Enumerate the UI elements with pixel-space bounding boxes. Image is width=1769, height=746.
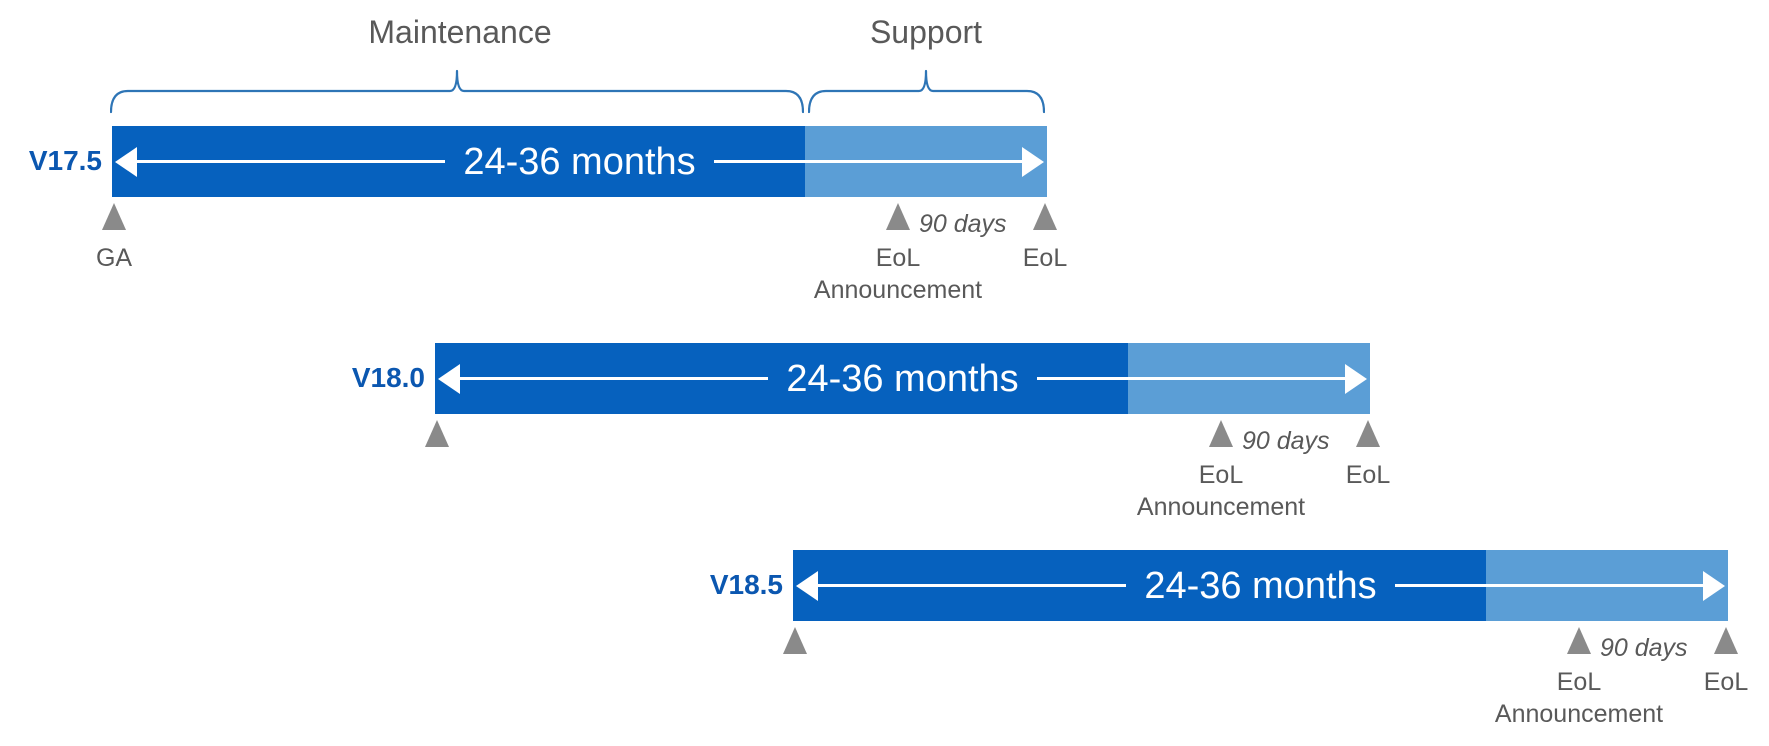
ninety-days-label: 90 days xyxy=(1600,634,1688,662)
version-label: V18.0 xyxy=(351,362,425,393)
ga-marker-icon xyxy=(783,627,807,654)
arrow-right-icon xyxy=(1022,146,1044,177)
eol-label: EoL xyxy=(1703,668,1749,696)
eol-marker-icon xyxy=(1356,420,1380,447)
lifecycle-bar: 24-36 months xyxy=(112,126,1047,197)
eol-announcement-line1: EoL xyxy=(875,244,921,272)
eol-announcement-label: EoL Announcement xyxy=(1111,459,1331,523)
eol-label: EoL xyxy=(1345,461,1391,489)
eol-announcement-line2: Announcement xyxy=(813,276,983,304)
timeline-row-v18-5: V18.5 24-36 months 90 days EoL Announcem… xyxy=(710,550,1748,728)
maintenance-phase-label: Maintenance xyxy=(368,14,552,50)
ga-label: GA xyxy=(95,244,133,272)
arrow-line xyxy=(818,584,1127,587)
ninety-days-label: 90 days xyxy=(919,210,1007,238)
lifecycle-bar: 24-36 months xyxy=(435,343,1370,414)
arrow-left-icon xyxy=(438,363,460,394)
support-brace-icon xyxy=(808,69,1045,114)
eol-announcement-marker-icon xyxy=(1567,627,1591,654)
eol-announcement-line1: EoL xyxy=(1198,461,1244,489)
arrow-right-icon xyxy=(1345,363,1367,394)
arrow-line xyxy=(137,160,446,163)
timeline-row-v17-5: V17.5 24-36 months GA 90 days EoL Announ… xyxy=(29,126,1067,304)
version-label: V17.5 xyxy=(28,145,102,176)
arrow-left-icon xyxy=(115,146,137,177)
eol-announcement-label: EoL Announcement xyxy=(1469,666,1689,730)
eol-announcement-line2: Announcement xyxy=(1136,493,1306,521)
support-phase-label: Support xyxy=(869,14,983,50)
eol-label: EoL xyxy=(1022,244,1068,272)
eol-announcement-line1: EoL xyxy=(1556,668,1602,696)
eol-marker-icon xyxy=(1033,203,1057,230)
ga-marker-icon xyxy=(425,420,449,447)
timeline-row-v18-0: V18.0 24-36 months 90 days EoL Announcem… xyxy=(352,343,1390,521)
lifecycle-bar: 24-36 months xyxy=(793,550,1728,621)
arrow-line xyxy=(1394,584,1703,587)
arrow-line xyxy=(713,160,1022,163)
maintenance-brace-icon xyxy=(110,69,804,114)
version-label: V18.5 xyxy=(709,569,783,600)
duration-label: 24-36 months xyxy=(1144,564,1377,607)
duration-arrow: 24-36 months xyxy=(112,126,1047,197)
duration-arrow: 24-36 months xyxy=(435,343,1370,414)
arrow-line xyxy=(1036,377,1345,380)
eol-announcement-line2: Announcement xyxy=(1494,700,1664,728)
duration-arrow: 24-36 months xyxy=(793,550,1728,621)
eol-announcement-marker-icon xyxy=(1209,420,1233,447)
eol-announcement-marker-icon xyxy=(886,203,910,230)
ga-marker-icon xyxy=(102,203,126,230)
arrow-left-icon xyxy=(796,570,818,601)
duration-label: 24-36 months xyxy=(463,140,696,183)
eol-announcement-label: EoL Announcement xyxy=(788,242,1008,306)
arrow-line xyxy=(460,377,769,380)
ninety-days-label: 90 days xyxy=(1242,427,1330,455)
arrow-right-icon xyxy=(1703,570,1725,601)
duration-label: 24-36 months xyxy=(786,357,1019,400)
eol-marker-icon xyxy=(1714,627,1738,654)
